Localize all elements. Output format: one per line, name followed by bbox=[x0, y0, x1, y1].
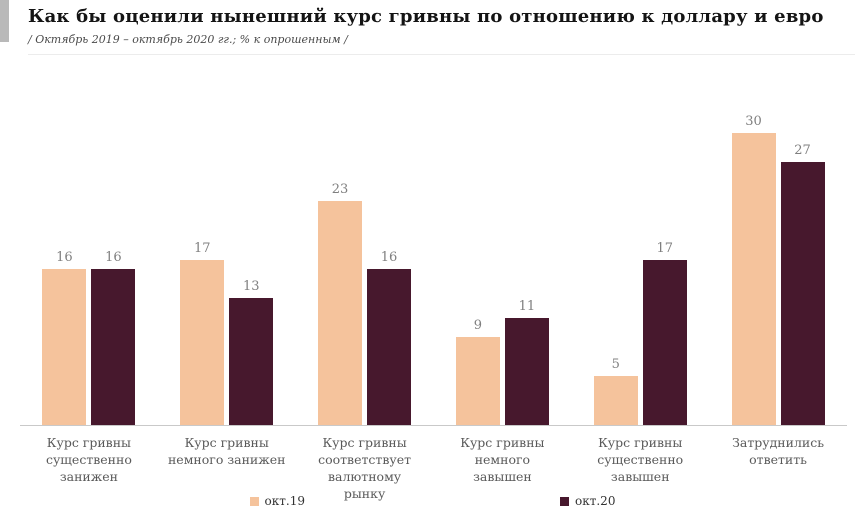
bar-окт.19 bbox=[318, 201, 363, 425]
bar-wrap: 9 bbox=[455, 100, 500, 425]
bar-окт.20 bbox=[367, 269, 412, 425]
bar-окт.19 bbox=[455, 337, 500, 425]
bar-groups: 16 16 17 13 23 16 9 11 5 17 30 27 bbox=[20, 100, 847, 426]
bar-wrap: 17 bbox=[642, 100, 687, 425]
bar-окт.19 bbox=[593, 376, 638, 425]
bar-group: 9 11 bbox=[433, 100, 571, 425]
bar-value-label: 30 bbox=[745, 114, 762, 129]
legend-item: окт.19 bbox=[249, 494, 305, 508]
category-label: Курс гривны существенно занижен bbox=[45, 435, 132, 484]
category-label: Курс гривны существенно завышен bbox=[597, 435, 684, 484]
bar-group: 17 13 bbox=[158, 100, 296, 425]
bar-окт.19 bbox=[731, 133, 776, 425]
chart-subtitle: / Октябрь 2019 – октябрь 2020 гг.; % к о… bbox=[28, 32, 348, 46]
legend-label: окт.19 bbox=[264, 494, 305, 508]
bar-value-label: 17 bbox=[193, 240, 211, 256]
bar-value-label: 13 bbox=[242, 279, 260, 295]
bar-group: 5 17 bbox=[571, 100, 709, 425]
bar-value-label: 17 bbox=[656, 240, 673, 256]
bar-wrap: 17 bbox=[180, 100, 225, 425]
chart-header: Как бы оценили нынешний курс гривны по о… bbox=[28, 6, 855, 55]
bar-value-label: 27 bbox=[794, 143, 811, 159]
bar-group: 30 27 bbox=[709, 100, 847, 425]
bar-окт.20 bbox=[229, 298, 274, 425]
bar-окт.20 bbox=[504, 317, 549, 425]
bar-value-label: 16 bbox=[380, 250, 398, 266]
category-label: Затруднились ответить bbox=[732, 435, 825, 467]
category-labels: Курс гривны существенно занижен Курс грив… bbox=[20, 426, 847, 503]
bar-wrap: 30 bbox=[731, 100, 776, 425]
legend-label: окт.20 bbox=[575, 494, 616, 508]
bar-окт.20 bbox=[642, 259, 687, 425]
bar-value-label: 5 bbox=[611, 357, 620, 373]
bar-wrap: 16 bbox=[91, 100, 136, 425]
bar-окт.19 bbox=[180, 259, 225, 425]
bar-wrap: 13 bbox=[229, 100, 274, 425]
bar-окт.19 bbox=[42, 269, 87, 425]
bar-value-label: 11 bbox=[518, 298, 536, 314]
bar-value-label: 16 bbox=[105, 250, 122, 266]
accent-bar bbox=[0, 0, 9, 42]
bar-group: 23 16 bbox=[296, 100, 434, 425]
legend-item: окт.20 bbox=[560, 494, 615, 508]
chart-title: Как бы оценили нынешний курс гривны по о… bbox=[28, 6, 824, 27]
bar-wrap: 11 bbox=[504, 100, 549, 425]
bar-wrap: 5 bbox=[593, 100, 638, 425]
legend-swatch bbox=[560, 496, 569, 506]
bar-окт.20 bbox=[91, 269, 136, 425]
bar-group: 16 16 bbox=[20, 100, 158, 425]
legend-swatch bbox=[249, 496, 259, 506]
bar-value-label: 16 bbox=[56, 250, 73, 266]
bar-chart: 16 16 17 13 23 16 9 11 5 17 30 27 Курс гривны сущес… bbox=[20, 100, 847, 503]
bar-окт.20 bbox=[780, 162, 825, 425]
category-label: Курс гривны соответствует валютному рынк… bbox=[318, 435, 412, 501]
bar-wrap: 16 bbox=[42, 100, 87, 425]
legend: окт.19 окт.20 bbox=[0, 494, 865, 508]
bar-value-label: 9 bbox=[473, 318, 483, 334]
category-label: Курс гривны немного занижен bbox=[167, 435, 286, 467]
bar-wrap: 27 bbox=[780, 100, 825, 425]
category-label: Курс гривны немного завышен bbox=[460, 435, 545, 484]
bar-wrap: 23 bbox=[318, 100, 363, 425]
bar-value-label: 23 bbox=[331, 182, 349, 198]
bar-wrap: 16 bbox=[367, 100, 412, 425]
